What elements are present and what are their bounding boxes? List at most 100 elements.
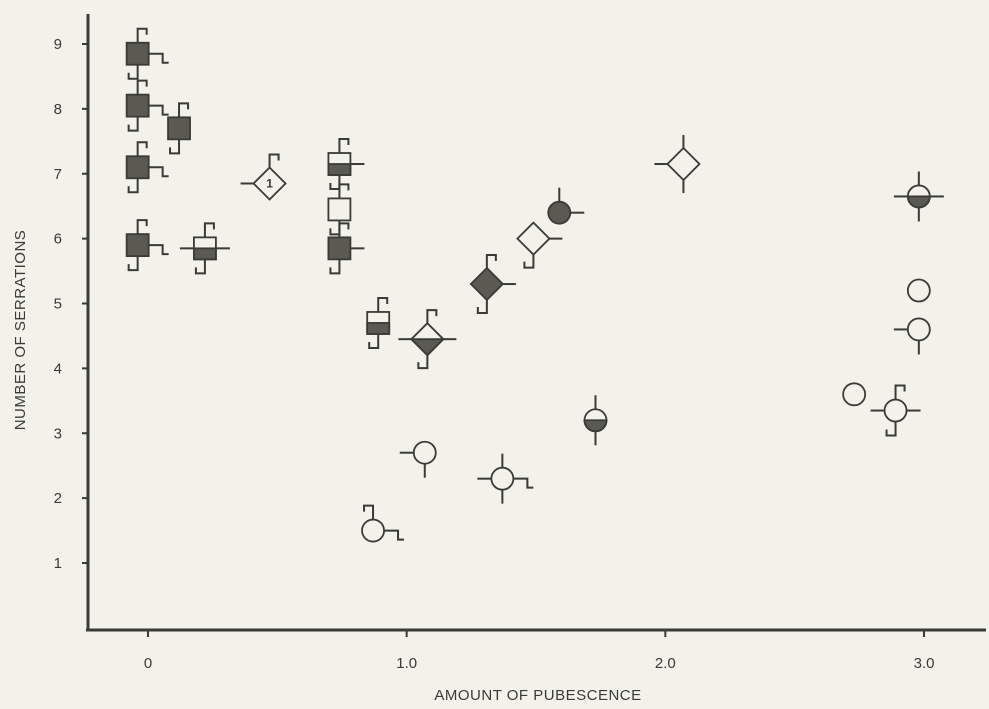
y-ticks: 1 2 3 4 5 6 7 8 9	[54, 36, 88, 572]
marker-flag	[426, 309, 438, 325]
diamond-marker	[469, 266, 505, 302]
data-point-diamond	[469, 254, 516, 315]
y-tick-label: 2	[54, 490, 62, 507]
marker-flag	[368, 333, 380, 349]
data-point-diamond: 1	[240, 153, 287, 201]
square-marker	[125, 233, 150, 258]
data-point-square	[125, 141, 169, 194]
marker-flag	[513, 477, 534, 489]
data-point-circle	[842, 382, 867, 407]
square-marker	[327, 197, 352, 222]
marker-flag	[338, 183, 350, 199]
marker-flag	[148, 166, 169, 178]
marker-flag	[338, 138, 350, 154]
marker-flag	[338, 222, 350, 238]
marker-flag	[329, 259, 341, 275]
data-point-circle	[870, 384, 921, 437]
marker-flag	[363, 504, 375, 520]
data-point-diamond	[398, 309, 457, 370]
marker-flag	[148, 104, 169, 116]
y-tick-label: 1	[54, 555, 62, 572]
marker-flag	[485, 254, 497, 270]
marker-flag	[178, 102, 190, 118]
marker-flag	[894, 384, 906, 400]
square-marker	[125, 155, 150, 180]
marker-flag	[148, 244, 169, 256]
data-point-circle	[399, 440, 437, 478]
marker-flag	[136, 219, 148, 235]
data-points: 1	[125, 27, 944, 543]
circle-marker	[842, 382, 867, 407]
marker-label: 1	[266, 176, 273, 190]
marker-flag	[136, 141, 148, 157]
data-point-square	[125, 79, 169, 132]
circle-marker	[906, 317, 931, 342]
data-point-circle	[361, 504, 405, 543]
square-marker-half-fill	[327, 163, 352, 176]
data-point-square	[179, 222, 230, 275]
y-tick-label: 7	[54, 166, 62, 183]
marker-flag	[885, 421, 897, 437]
diamond-marker	[516, 221, 551, 256]
data-point-circle	[906, 278, 931, 303]
data-point-circle	[477, 453, 534, 504]
x-ticks: 0 1.0 2.0 3.0	[144, 630, 935, 672]
data-point-square	[366, 296, 391, 349]
marker-flag	[127, 178, 139, 194]
x-tick-label: 1.0	[396, 655, 417, 672]
marker-flag	[329, 175, 341, 191]
square-marker	[327, 236, 352, 261]
data-point-square	[327, 138, 365, 191]
data-point-square	[125, 27, 169, 80]
y-tick-label: 8	[54, 101, 62, 118]
circle-marker-half-fill	[583, 419, 608, 433]
marker-flag	[136, 27, 148, 43]
marker-flag	[523, 253, 535, 269]
marker-flag	[384, 529, 405, 541]
diamond-marker	[252, 166, 287, 201]
marker-flag	[417, 354, 429, 370]
data-point-circle	[547, 187, 585, 225]
marker-flag	[127, 116, 139, 132]
data-point-square	[327, 222, 365, 275]
data-point-circle	[583, 395, 608, 446]
marker-flag	[148, 52, 169, 64]
data-point-diamond	[654, 135, 701, 194]
x-tick-label: 0	[144, 655, 152, 672]
marker-flag	[377, 296, 389, 312]
marker-flag	[127, 64, 139, 80]
y-tick-label: 4	[54, 360, 62, 377]
square-marker-half-fill	[193, 247, 217, 261]
y-tick-label: 9	[54, 36, 62, 53]
circle-marker	[906, 278, 931, 303]
x-axis-title: AMOUNT OF PUBESCENCE	[434, 687, 641, 704]
y-tick-label: 3	[54, 425, 62, 442]
circle-marker	[412, 440, 437, 465]
x-tick-label: 2.0	[655, 655, 676, 672]
data-point-diamond	[516, 221, 563, 269]
y-tick-label: 5	[54, 296, 62, 313]
circle-marker	[490, 466, 515, 491]
square-marker-half-fill	[366, 322, 391, 335]
y-tick-label: 6	[54, 231, 62, 248]
square-marker	[125, 93, 150, 118]
data-point-square	[167, 102, 191, 155]
diamond-marker-half-fill	[409, 338, 446, 357]
y-axis-title: NUMBER OF SERRATIONS	[12, 230, 29, 431]
marker-flag	[136, 79, 148, 95]
marker-flag	[476, 299, 488, 315]
x-tick-label: 3.0	[914, 655, 935, 672]
square-marker	[125, 41, 150, 66]
marker-flag	[203, 222, 215, 238]
data-point-circle	[893, 317, 931, 355]
square-marker	[167, 116, 191, 141]
marker-flag	[268, 153, 280, 169]
marker-flag	[169, 139, 181, 155]
marker-flag	[127, 256, 139, 272]
diamond-marker	[666, 146, 701, 182]
circle-marker	[361, 518, 385, 543]
marker-flag	[194, 259, 206, 275]
circle-marker-half-fill	[906, 195, 931, 209]
